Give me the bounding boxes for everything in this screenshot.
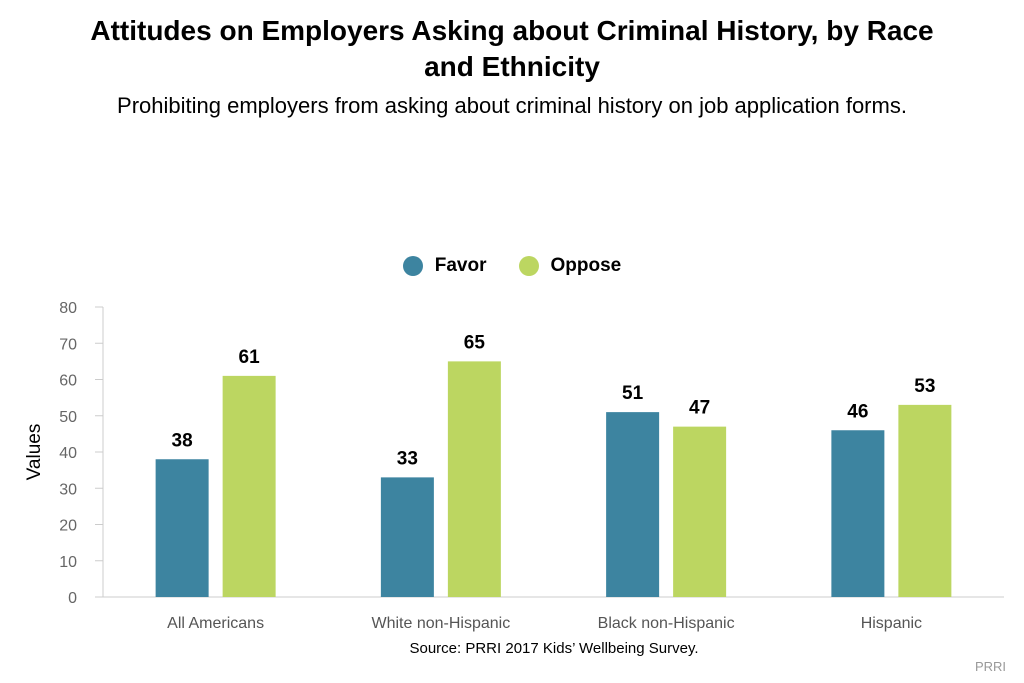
y-tick-label: 60 <box>59 373 77 390</box>
y-axis-title: Values <box>24 424 45 481</box>
x-tick-label: Black non-Hispanic <box>598 615 735 632</box>
bar-favor <box>831 430 885 597</box>
data-label: 33 <box>397 448 418 469</box>
y-tick-label: 10 <box>59 554 77 571</box>
data-label: 51 <box>622 383 644 404</box>
bar-oppose <box>222 375 276 597</box>
bar-oppose <box>447 361 501 597</box>
bar-favor <box>380 477 434 597</box>
legend-label-favor: Favor <box>434 255 487 276</box>
data-label: 46 <box>847 401 868 422</box>
bar-favor <box>155 459 209 597</box>
bar-oppose <box>673 426 727 597</box>
y-tick-label: 30 <box>59 481 77 498</box>
y-tick-label: 40 <box>59 445 77 462</box>
y-tick-label: 80 <box>59 300 77 317</box>
chart-title: Attitudes on Employers Asking about Crim… <box>90 15 934 82</box>
legend-item-oppose: Oppose <box>518 253 622 279</box>
bar-favor <box>606 412 660 597</box>
data-label: 53 <box>914 376 935 397</box>
legend-swatch-favor <box>402 256 423 276</box>
y-tick-label: 0 <box>68 590 77 607</box>
legend-item-favor: Favor <box>402 253 487 279</box>
legend-label-oppose: Oppose <box>550 255 622 276</box>
x-tick-label: Hispanic <box>861 615 922 632</box>
y-tick-label: 50 <box>59 409 77 426</box>
bar-oppose <box>898 404 952 597</box>
source-note: Source: PRRI 2017 Kids’ Wellbeing Survey… <box>409 640 699 657</box>
legend-swatch-oppose <box>518 256 539 276</box>
data-label: 65 <box>464 332 486 353</box>
chart-subtitle: Prohibiting employers from asking about … <box>117 93 907 118</box>
data-label: 47 <box>689 398 710 419</box>
x-tick-label: All Americans <box>167 615 264 632</box>
credit-text: PRRI <box>974 659 1006 674</box>
x-tick-label: White non-Hispanic <box>372 615 511 632</box>
data-label: 61 <box>239 347 261 368</box>
data-label: 38 <box>172 430 193 451</box>
legend: Favor Oppose <box>0 253 1024 279</box>
y-tick-label: 70 <box>59 336 77 353</box>
y-tick-label: 20 <box>59 518 77 535</box>
